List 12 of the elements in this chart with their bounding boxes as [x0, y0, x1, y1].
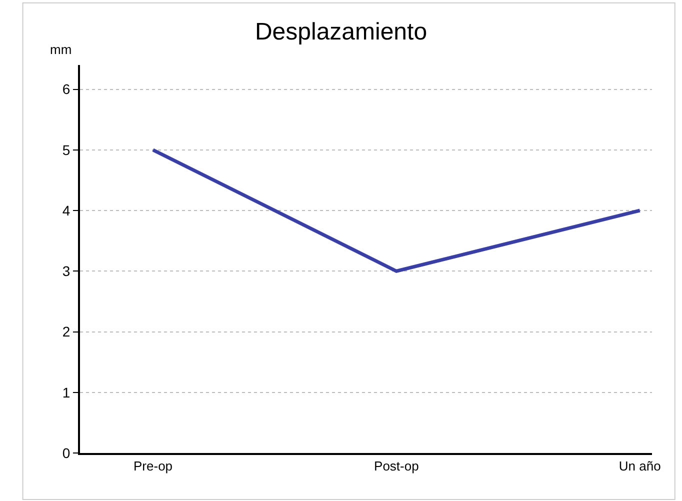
y-tick-label: 2	[62, 324, 70, 340]
y-tick-label: 6	[62, 81, 70, 98]
y-tick-label: 5	[62, 142, 70, 158]
x-tick-label: Post-op	[374, 458, 419, 474]
y-tick-label: 0	[62, 444, 70, 461]
y-tick-label: 1	[62, 384, 70, 400]
y-tick-label: 4	[62, 202, 70, 218]
x-tick-label: Pre-op	[134, 458, 173, 474]
chart-title: Desplazamiento	[254, 18, 428, 46]
x-tick-label: Un año	[618, 458, 661, 474]
y-tick-label: 3	[62, 263, 70, 280]
y-axis-title: mm	[50, 42, 72, 57]
